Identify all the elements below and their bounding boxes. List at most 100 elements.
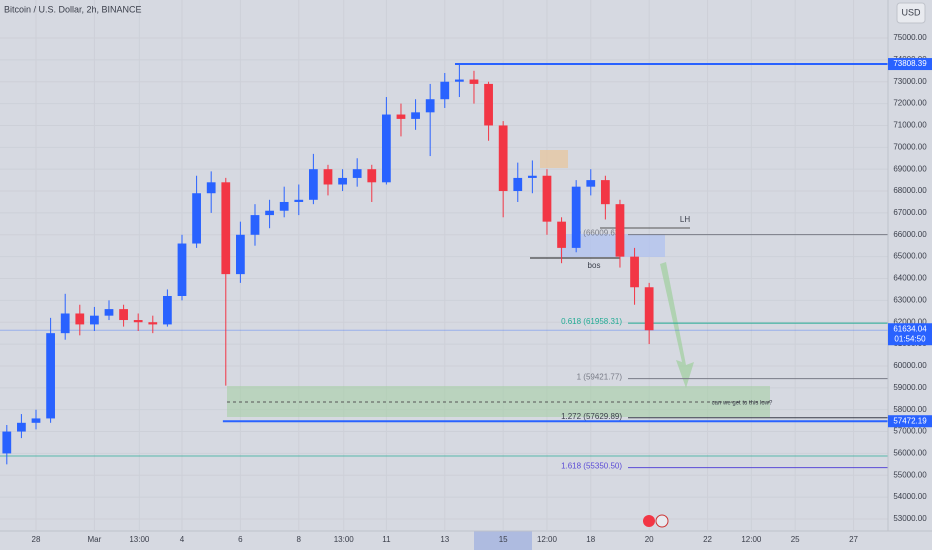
candle-body (133, 320, 143, 323)
candle-body (630, 256, 639, 288)
candle-body (367, 169, 377, 183)
y-tick-label: 69000.00 (893, 164, 927, 173)
lh-label: LH (680, 215, 690, 224)
candle-body (381, 114, 391, 183)
fib-label: 1 (59421.77) (577, 373, 623, 382)
candle-body (46, 333, 55, 419)
candle-body (294, 199, 304, 202)
y-tick-label: 63000.00 (893, 295, 927, 304)
candle-body (484, 83, 493, 126)
candle-body (279, 201, 289, 211)
candle-body (104, 309, 114, 316)
candle-body (542, 175, 552, 222)
x-tick-label: 27 (849, 535, 858, 544)
candle-body (90, 315, 99, 325)
x-tick-label: 11 (382, 535, 391, 544)
candle-body (31, 418, 41, 423)
candle-body (600, 180, 610, 205)
y-tick-label: 53000.00 (893, 514, 927, 523)
price-axis (888, 0, 932, 550)
candle-body (250, 215, 260, 235)
candle-body (148, 322, 158, 325)
y-tick-label: 73000.00 (893, 77, 927, 86)
price-tag (888, 58, 932, 71)
fib-label: 1.272 (57629.89) (561, 412, 622, 421)
x-tick-label: 12:00 (741, 535, 762, 544)
candle-body (615, 204, 625, 257)
zone-note: can we get to this low? (712, 401, 773, 407)
currency[interactable]: USD (901, 7, 921, 17)
y-tick-label: 67000.00 (893, 208, 927, 217)
price-tag-label: 73808.39 (893, 59, 927, 68)
candle-body (411, 112, 420, 119)
candle-body (571, 186, 581, 248)
y-tick-label: 66000.00 (893, 230, 927, 239)
y-tick-label: 64000.00 (893, 274, 927, 283)
candle-body (60, 313, 70, 334)
currency-button[interactable] (896, 2, 926, 24)
candle-body (309, 169, 318, 200)
fvg-box (560, 234, 665, 257)
x-tick-label: 4 (180, 535, 185, 544)
candle-body (513, 177, 523, 192)
y-tick-label: 56000.00 (893, 449, 927, 458)
x-tick-label: 25 (791, 535, 800, 544)
candle-body (236, 234, 245, 275)
y-tick-label: 70000.00 (893, 142, 927, 151)
candle-body (75, 313, 85, 325)
arrow (660, 262, 694, 388)
candle-body (440, 81, 450, 100)
y-tick-label: 59000.00 (893, 383, 927, 392)
grid (0, 0, 888, 530)
event-icon[interactable] (643, 515, 655, 527)
fib-label: 0 (66009.63) (577, 229, 623, 238)
axes: 53000.00 54000.00 55000.00 56000.00 57000.00… (32, 33, 932, 544)
plot: 0 (66009.63) 0.618 (61958.31) 1 (59421.77)… (0, 63, 888, 471)
y-tick-label: 62000.00 (893, 317, 927, 326)
candle-body (192, 193, 201, 244)
candle-body (221, 182, 231, 275)
price-tag (888, 415, 932, 428)
candle-body (557, 221, 566, 248)
selected-range (474, 531, 532, 550)
x-tick-label: 18 (586, 535, 595, 544)
x-tick-label: 20 (645, 535, 654, 544)
candle-body (206, 182, 216, 194)
x-tick-label: 13 (440, 535, 449, 544)
supply-box (540, 150, 568, 168)
y-tick-label: 58000.00 (893, 405, 927, 414)
y-tick-label: 60000.00 (893, 361, 927, 370)
candle-body (469, 79, 479, 84)
candle-body (425, 99, 435, 113)
candle-body (323, 169, 333, 185)
candle-body (498, 125, 508, 192)
chart-title: Bitcoin / U.S. Dollar, 2h, BINANCE (4, 4, 142, 14)
candle-body (352, 169, 362, 178)
x-tick-label: 8 (297, 535, 302, 544)
x-tick-label: 28 (32, 535, 41, 544)
x-tick-label: 15 (499, 535, 508, 544)
fib-label: 0.618 (61958.31) (561, 317, 622, 326)
last-price-label: 61634.04 (893, 324, 927, 333)
y-tick-label: 72000.00 (893, 99, 927, 108)
candle-body (163, 295, 172, 325)
candle-body (644, 287, 654, 331)
candle-body (527, 175, 537, 178)
x-tick-label: 6 (238, 535, 243, 544)
x-tick-label: 12:00 (537, 535, 558, 544)
y-tick-label: 65000.00 (893, 252, 927, 261)
y-tick-label: 68000.00 (893, 186, 927, 195)
fib-label: 1.618 (55350.50) (561, 462, 622, 471)
x-tick-label: 22 (703, 535, 712, 544)
y-tick-label: 75000.00 (893, 33, 927, 42)
y-tick-label: 54000.00 (893, 492, 927, 501)
candle-body (338, 177, 347, 185)
price-tag-label: 57472.19 (893, 416, 927, 425)
candle-body (586, 180, 596, 187)
y-tick-label: 71000.00 (893, 121, 927, 130)
y-tick-label: 55000.00 (893, 470, 927, 479)
event-icon[interactable] (655, 514, 669, 528)
candle-body (177, 243, 187, 296)
x-tick-label: Mar (88, 535, 102, 544)
